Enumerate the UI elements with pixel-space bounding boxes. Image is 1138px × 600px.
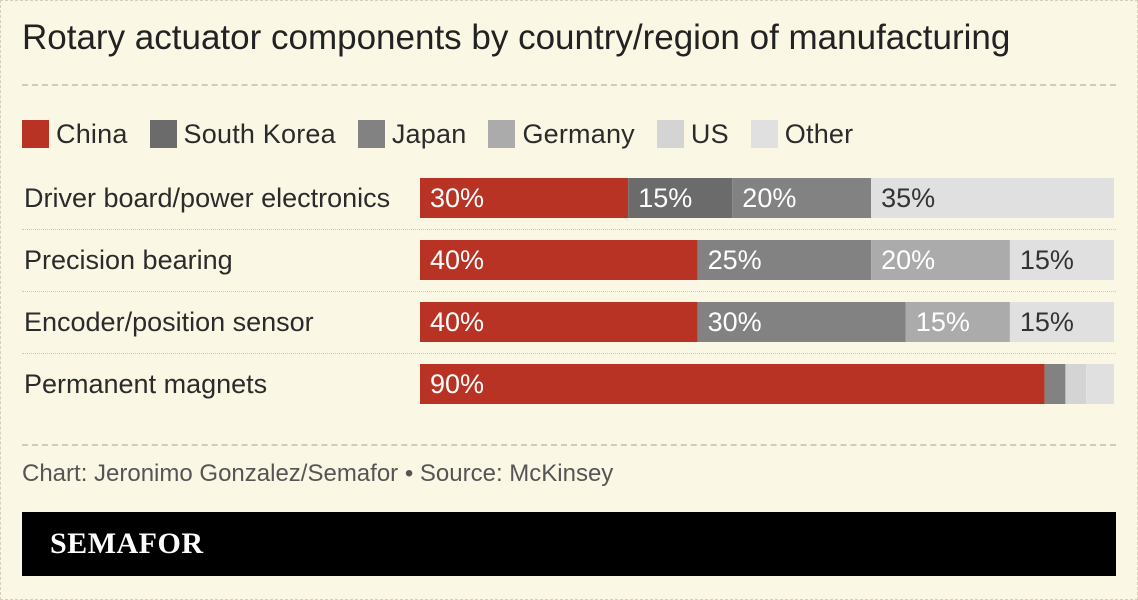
legend-item-china: China bbox=[22, 119, 128, 150]
bar-segment-other bbox=[1009, 240, 1114, 280]
bar-segment-china bbox=[420, 240, 698, 280]
legend-label: Germany bbox=[522, 118, 635, 149]
legend-item-us: US bbox=[656, 118, 729, 150]
bar-segment-south-korea bbox=[628, 178, 733, 218]
legend-swatch bbox=[656, 120, 684, 148]
bar-segment-china bbox=[420, 364, 1045, 404]
data-label: 25% bbox=[708, 245, 762, 275]
data-label: 20% bbox=[881, 245, 935, 275]
bar-segment-japan bbox=[697, 240, 872, 280]
data-label: 15% bbox=[638, 183, 692, 213]
row-separator bbox=[22, 353, 1116, 354]
legend-label: Other bbox=[784, 118, 854, 149]
data-label: 15% bbox=[916, 307, 970, 337]
data-label: 30% bbox=[430, 183, 484, 213]
bar-segment-japan bbox=[1044, 364, 1066, 404]
bar-segment-china bbox=[420, 302, 698, 342]
bar-segment-china bbox=[420, 178, 629, 218]
data-label: 40% bbox=[430, 307, 484, 337]
bar-segment-japan bbox=[732, 178, 872, 218]
category-label: Encoder/position sensor bbox=[24, 307, 314, 337]
row-separator bbox=[22, 229, 1116, 230]
bar-segment-germany bbox=[905, 302, 1010, 342]
data-label: 15% bbox=[1020, 307, 1074, 337]
data-label: 15% bbox=[1020, 245, 1074, 275]
data-label: 90% bbox=[430, 369, 484, 399]
divider-top bbox=[22, 84, 1116, 86]
bar-segment-us bbox=[1065, 364, 1087, 404]
legend-item-japan: Japan bbox=[357, 118, 467, 150]
legend-label: Japan bbox=[391, 118, 467, 149]
brand-bar: SEMAFOR bbox=[22, 512, 1116, 576]
chart-title: Rotary actuator components by country/re… bbox=[22, 18, 1011, 57]
row-separator bbox=[22, 291, 1116, 292]
legend-swatch bbox=[750, 120, 778, 148]
legend: China South Korea Japan Germany US Other bbox=[22, 116, 875, 152]
legend-label: US bbox=[690, 118, 729, 149]
divider-bottom bbox=[22, 444, 1116, 446]
bar-segment-other bbox=[1009, 302, 1114, 342]
legend-label: South Korea bbox=[183, 118, 336, 149]
legend-swatch bbox=[149, 120, 177, 148]
legend-swatch bbox=[22, 120, 49, 148]
data-label: 40% bbox=[430, 245, 484, 275]
legend-item-south-korea: South Korea bbox=[149, 118, 336, 150]
legend-item-other: Other bbox=[750, 118, 854, 150]
data-label: 35% bbox=[881, 183, 935, 213]
bar-segment-other bbox=[1086, 364, 1114, 404]
brand-logo: SEMAFOR bbox=[50, 527, 204, 560]
bar-segment-germany bbox=[871, 240, 1010, 280]
category-label: Precision bearing bbox=[24, 245, 233, 275]
category-label: Driver board/power electronics bbox=[24, 183, 391, 213]
legend-label: China bbox=[56, 118, 128, 149]
legend-item-germany: Germany bbox=[488, 118, 635, 150]
bar-segment-japan bbox=[697, 302, 906, 342]
data-label: 30% bbox=[708, 307, 762, 337]
category-label: Permanent magnets bbox=[24, 369, 268, 399]
legend-swatch bbox=[357, 120, 385, 148]
source-note: Chart: Jeronimo Gonzalez/Semafor • Sourc… bbox=[22, 460, 614, 487]
data-label: 20% bbox=[742, 183, 796, 213]
bar-segment-other bbox=[871, 178, 1114, 218]
legend-swatch bbox=[488, 120, 516, 148]
